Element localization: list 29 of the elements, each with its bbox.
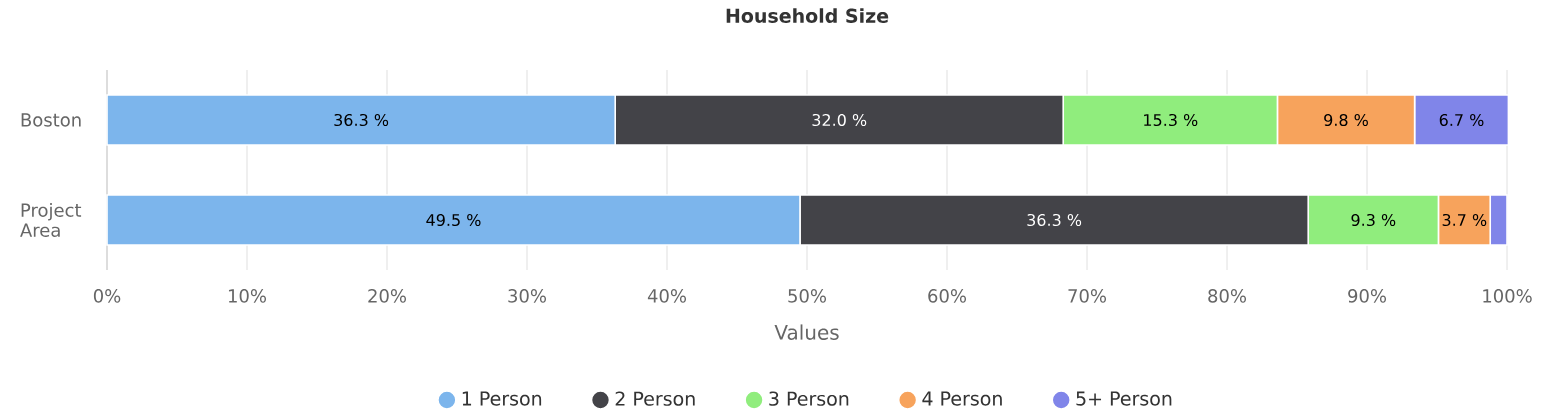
x-tick-label: 70%	[1068, 289, 1107, 303]
x-tick-label: 60%	[928, 289, 967, 303]
x-tick-label: 30%	[508, 289, 547, 303]
data-label: 32.0 %	[812, 113, 867, 127]
x-axis-title: Values	[774, 324, 839, 340]
data-label: 36.3 %	[334, 113, 389, 127]
data-label: 3.7 %	[1442, 213, 1487, 227]
data-label: 9.3 %	[1351, 213, 1396, 227]
data-label: 36.3 %	[1027, 213, 1082, 227]
x-tick-label: 100%	[1483, 289, 1532, 303]
x-tick-label: 50%	[788, 289, 827, 303]
data-label: 9.8 %	[1324, 113, 1368, 127]
x-tick-label: 20%	[368, 289, 407, 303]
y-tick-label: Boston	[21, 113, 81, 127]
legend-label: 2 Person	[615, 391, 695, 406]
x-tick-label: 40%	[647, 289, 687, 303]
y-tick-label: Project Area	[20, 203, 82, 237]
chart-title: Household Size	[726, 8, 889, 23]
data-label: 6.7 %	[1439, 113, 1484, 127]
legend-label: 1 Person	[462, 391, 542, 406]
x-tick-label: 10%	[228, 289, 267, 303]
x-tick-label: 0%	[93, 289, 121, 303]
x-tick-label: 90%	[1348, 289, 1387, 303]
legend-label: 3 Person	[769, 391, 849, 406]
x-tick-label: 80%	[1208, 289, 1247, 303]
legend-label: 5+ Person	[1076, 391, 1172, 406]
data-label: 15.3 %	[1144, 113, 1198, 127]
data-label: 49.5 %	[426, 213, 481, 227]
legend-label: 4 Person	[922, 391, 1002, 406]
